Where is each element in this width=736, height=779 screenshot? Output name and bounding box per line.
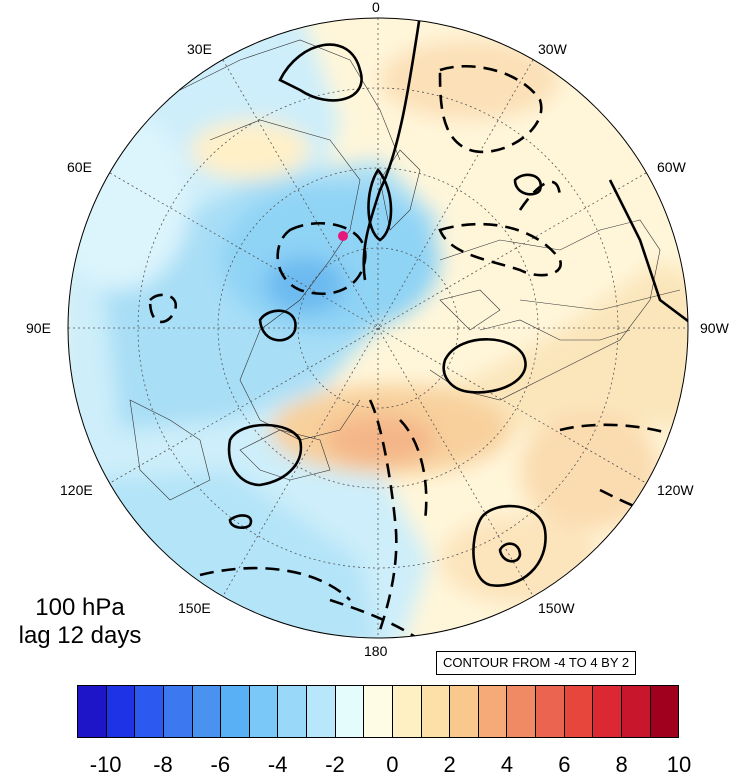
lon-label-0: 0 — [372, 0, 380, 15]
color-legend-tick-label: -2 — [325, 752, 345, 777]
color-legend-box — [536, 686, 565, 737]
color-legend-box — [106, 686, 136, 737]
color-legend-tick-label: -8 — [153, 752, 173, 777]
color-legend-box — [450, 686, 479, 737]
color-legend-tick-label: 8 — [615, 752, 628, 777]
lon-label-150e: 150E — [178, 600, 211, 616]
lon-label-30e: 30E — [187, 41, 212, 57]
negative-contours — [148, 64, 688, 638]
lon-label-150w: 150W — [538, 600, 575, 616]
color-legend-box — [135, 686, 164, 737]
color-legend-box — [278, 686, 307, 737]
lon-label-90w: 90W — [700, 320, 729, 336]
map-border — [67, 17, 689, 639]
color-legend-bar — [77, 685, 679, 738]
color-legend-tick-label: 4 — [500, 752, 514, 777]
lon-label-90e: 90E — [26, 320, 51, 336]
color-legend-box — [478, 686, 508, 737]
color-legend-tick-label: 0 — [386, 752, 399, 777]
color-legend-box — [421, 686, 451, 737]
lon-label-120w: 120W — [657, 482, 694, 498]
color-legend-box — [392, 686, 422, 737]
color-legend-box — [163, 686, 193, 737]
color-legend-box — [564, 686, 594, 737]
lon-label-60w: 60W — [657, 159, 686, 175]
color-legend-box — [650, 686, 679, 737]
contour-interval-note: CONTOUR FROM -4 TO 4 BY 2 — [436, 651, 637, 675]
color-legend-box — [221, 686, 250, 737]
lon-label-120e: 120E — [60, 482, 93, 498]
color-legend-tick-label: 2 — [443, 752, 456, 777]
color-legend-tick-label: -6 — [210, 752, 231, 777]
color-legend-tick-label: 6 — [558, 752, 571, 777]
color-legend-box — [249, 686, 279, 737]
color-legend-box — [507, 686, 536, 737]
color-legend-box — [364, 686, 393, 737]
color-legend-tick-label: 10 — [666, 752, 692, 777]
color-legend-box — [335, 686, 365, 737]
color-legend-tick-label: -4 — [267, 752, 288, 777]
positive-contours — [227, 18, 688, 587]
target-point-marker — [338, 231, 348, 241]
color-legend-box — [593, 686, 622, 737]
pressure-level-label: 100 hPa — [35, 594, 125, 621]
lon-label-30w: 30W — [538, 41, 567, 57]
color-legend-box — [78, 686, 107, 737]
color-legend-box — [307, 686, 336, 737]
graticule — [68, 18, 688, 638]
color-legend-box — [192, 686, 222, 737]
lag-label: lag 12 days — [18, 622, 142, 649]
anomaly-shading — [68, 18, 688, 638]
color-legend-tick-label: -10 — [89, 752, 122, 777]
color-legend-box — [621, 686, 651, 737]
lon-label-180: 180 — [364, 643, 388, 659]
lon-label-60e: 60E — [67, 159, 92, 175]
